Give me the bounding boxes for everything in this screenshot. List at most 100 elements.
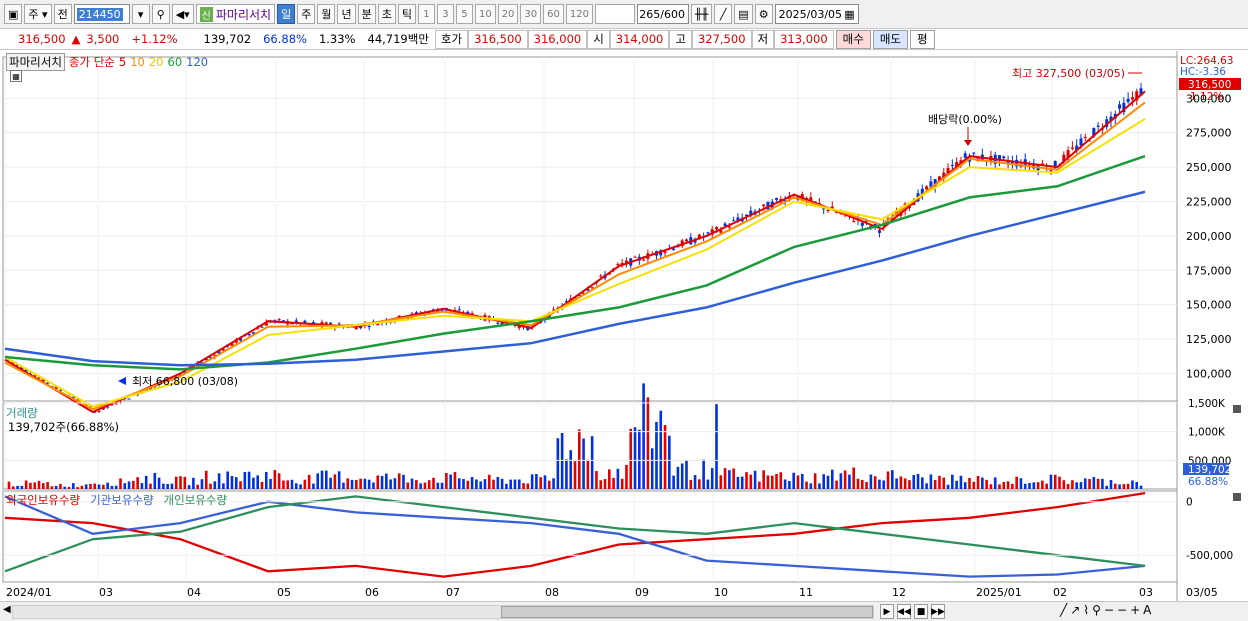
interval-3[interactable]: 3: [436, 4, 454, 24]
count-total: /600: [660, 7, 685, 21]
volume-bar: [818, 483, 821, 489]
interval-120[interactable]: 120: [565, 4, 593, 24]
volume-bar: [638, 429, 641, 489]
interval-20[interactable]: 20: [497, 4, 519, 24]
volume-bar: [933, 480, 937, 489]
period-year[interactable]: 년: [337, 4, 356, 24]
volume-bar: [487, 474, 491, 489]
sell-button[interactable]: 매도: [872, 29, 909, 49]
candle-body: [976, 156, 980, 162]
interval-60[interactable]: 60: [543, 4, 564, 24]
interval-1[interactable]: 1: [417, 4, 435, 24]
last-icon[interactable]: ▶▶: [931, 604, 945, 619]
legend-stock-name[interactable]: 파마리서치: [6, 53, 65, 71]
date-input[interactable]: 2025/03/05 ▦: [774, 4, 859, 24]
volume-bar: [522, 483, 525, 489]
candle-body: [24, 369, 28, 372]
period-second[interactable]: 초: [377, 4, 396, 24]
volume-bar: [929, 474, 933, 489]
fibonacci-icon[interactable]: ⌇: [1083, 603, 1090, 617]
scrollbar-track[interactable]: [12, 605, 874, 619]
market-select[interactable]: 주 ▾: [24, 4, 52, 24]
candle-body: [367, 326, 371, 328]
candle-icon[interactable]: ╫╫: [690, 4, 713, 24]
volume-bar: [698, 479, 701, 489]
volume-bar: [140, 483, 144, 489]
volume-bar: [556, 438, 560, 489]
volume-bar: [1062, 480, 1066, 489]
jeon-button[interactable]: 전: [53, 4, 72, 24]
volume-bar: [372, 482, 375, 489]
stock-name-box[interactable]: 신 파마리서치: [195, 4, 276, 24]
up-arrow-icon: ▲: [71, 32, 81, 46]
interval-30[interactable]: 30: [520, 4, 542, 24]
scroll-right-icon[interactable]: ▶: [880, 604, 894, 619]
period-month[interactable]: 월: [317, 4, 336, 24]
low-label: 저: [751, 29, 775, 49]
volume-bar: [788, 481, 791, 489]
high-label: 고: [669, 29, 692, 49]
volume-bar: [740, 476, 744, 489]
lc-label: LC:264.63: [1180, 55, 1233, 67]
legend-ma120: 120: [186, 55, 209, 69]
current-pct-tag: 1.12%: [1190, 91, 1223, 103]
font-size-icon[interactable]: A: [1143, 603, 1152, 617]
calendar-icon[interactable]: ▦: [844, 7, 855, 21]
candle-body: [277, 319, 281, 321]
volume-bar: [586, 459, 590, 489]
interval-custom-input[interactable]: [594, 4, 635, 24]
speaker-icon[interactable]: ◀▾: [171, 4, 194, 24]
volume-bar: [393, 478, 397, 489]
stop-icon[interactable]: ■: [914, 604, 928, 619]
price-y-tick-label: 125,000: [1186, 333, 1232, 346]
candle-body: [736, 217, 740, 221]
scroll-left-icon[interactable]: ◀: [3, 604, 11, 615]
period-tick[interactable]: 틱: [397, 4, 416, 24]
window-menu-icon[interactable]: ▣: [4, 4, 23, 24]
chart-svg[interactable]: 2024/01 03 04 05 06 07 08 09 10 11 12 2025/01 02 03 03…: [0, 51, 1248, 601]
scrollbar-thumb[interactable]: [501, 606, 873, 618]
volume-y-tick-label: 1,000K: [1188, 427, 1226, 439]
period-week[interactable]: 주: [297, 4, 316, 24]
count-input[interactable]: 265/600: [636, 4, 689, 24]
candle-body: [46, 382, 50, 384]
volume-bar: [453, 472, 457, 489]
candle-body: [359, 325, 363, 329]
zoom-icon[interactable]: ⚲: [1092, 603, 1101, 617]
period-day[interactable]: 일: [277, 4, 296, 24]
volume-bar: [783, 479, 787, 489]
minus-icon[interactable]: −: [1117, 603, 1128, 617]
stock-code-input[interactable]: 214450: [73, 4, 130, 24]
period-minute[interactable]: 분: [357, 4, 376, 24]
first-icon[interactable]: ◀◀: [897, 604, 911, 619]
volume-bar: [517, 479, 521, 489]
volume-bar: [1041, 480, 1044, 489]
volume-bar: [873, 476, 877, 489]
interval-5[interactable]: 5: [455, 4, 473, 24]
volume-bar: [860, 479, 864, 489]
draw-tool-icon[interactable]: ╱: [714, 4, 733, 24]
candle-body: [633, 256, 637, 258]
search-icon[interactable]: ⚲: [151, 4, 170, 24]
volume-bar: [539, 477, 542, 489]
volume-bar: [174, 476, 178, 489]
buy-button[interactable]: 매수: [835, 29, 871, 49]
trendline-icon[interactable]: ╱: [1060, 603, 1068, 617]
x-axis-tick-label: 04: [187, 586, 201, 599]
volume-bar: [895, 478, 898, 489]
volume-bar: [762, 470, 765, 489]
avg-button[interactable]: 평: [910, 29, 935, 49]
interval-10[interactable]: 10: [474, 4, 496, 24]
zoom-out-icon[interactable]: −: [1103, 603, 1115, 617]
code-dropdown-icon[interactable]: ▾: [131, 4, 150, 24]
volume-bar: [440, 482, 444, 489]
save-icon[interactable]: ▤: [734, 4, 753, 24]
volume-ratio: 66.88%: [263, 32, 307, 46]
gear-icon[interactable]: ⚙: [754, 4, 773, 24]
candle-body: [663, 251, 667, 253]
ma-line-120: [4, 190, 1146, 367]
table-icon[interactable]: ▦: [10, 70, 22, 82]
volume-bar: [50, 486, 54, 489]
arrow-tool-icon[interactable]: ↗: [1070, 603, 1081, 617]
plus-icon[interactable]: +: [1130, 603, 1141, 617]
